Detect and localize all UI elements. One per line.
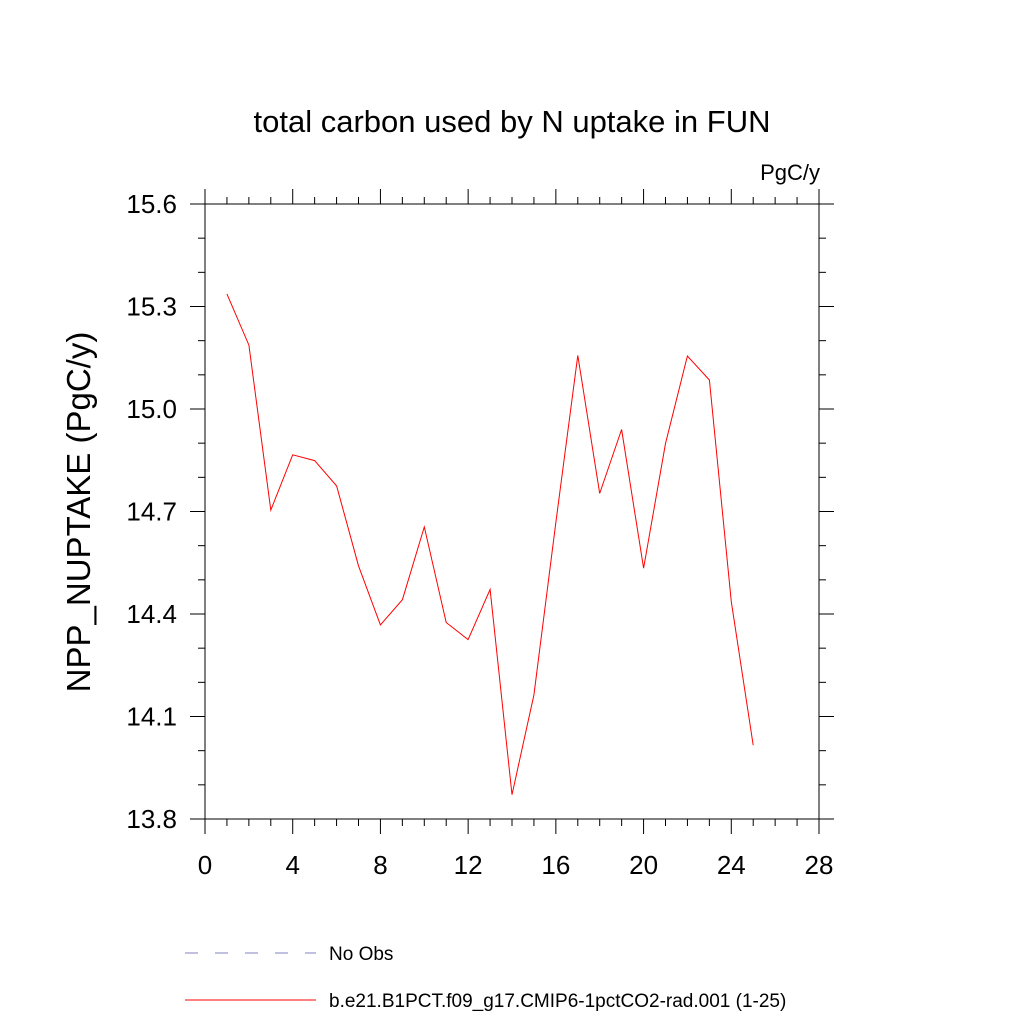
legend: No Obs b.e21.B1PCT.f09_g17.CMIP6-1pctCO2-… — [185, 944, 786, 1012]
x-tick-label: 8 — [373, 850, 387, 880]
plot-frame — [204, 203, 820, 820]
y-tick-label: 15.3 — [126, 292, 177, 322]
series-line-0 — [226, 293, 754, 795]
x-tick-label: 24 — [717, 850, 746, 880]
units-label: PgC/y — [760, 160, 820, 185]
y-tick-label: 14.1 — [126, 702, 177, 732]
chart-title: total carbon used by N uptake in FUN — [254, 104, 771, 139]
legend-label-0: No Obs — [329, 944, 393, 965]
axis-ticks — [190, 189, 834, 834]
y-tick-label: 13.8 — [126, 804, 177, 834]
x-tick-label: 12 — [454, 850, 483, 880]
y-tick-label: 14.4 — [126, 599, 177, 629]
series-layer — [226, 293, 754, 795]
y-axis-label: NPP_NUPTAKE (PgC/y) — [60, 332, 97, 693]
y-tick-label: 14.7 — [126, 497, 177, 527]
x-tick-label: 4 — [285, 850, 299, 880]
tick-labels: 0 4 8 12 16 20 24 28 13.8 14.1 14.4 14.7 15.0 15.3 15.… — [126, 189, 833, 880]
x-tick-label: 0 — [198, 850, 212, 880]
x-tick-label: 28 — [805, 850, 834, 880]
y-tick-label: 15.0 — [126, 394, 177, 424]
x-tick-label: 16 — [541, 850, 570, 880]
x-tick-label: 20 — [629, 850, 658, 880]
legend-label-1: b.e21.B1PCT.f09_g17.CMIP6-1pctCO2-rad.00… — [329, 991, 786, 1012]
y-tick-label: 15.6 — [126, 189, 177, 219]
